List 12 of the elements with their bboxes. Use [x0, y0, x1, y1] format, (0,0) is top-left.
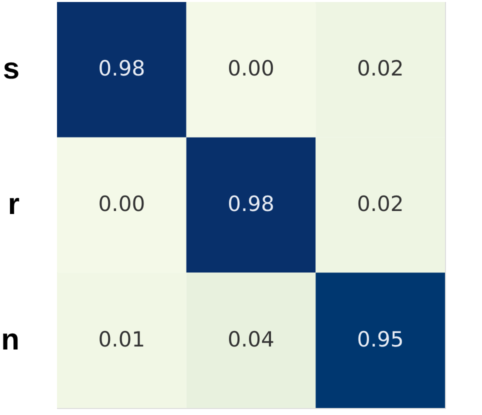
data-label: 0.04	[228, 327, 274, 352]
data-label: 0.01	[98, 327, 146, 352]
data-label: 0.95	[356, 327, 404, 352]
data-label: 0.00	[98, 192, 146, 216]
data-label: 0.00	[228, 56, 274, 81]
data-label: 0.02	[356, 192, 404, 216]
data-label: 0.02	[356, 56, 404, 81]
y-tick-label: r	[8, 188, 20, 221]
data-label: 0.98	[228, 192, 274, 216]
data-label: 0.98	[98, 56, 146, 81]
y-tick-label: n	[1, 323, 20, 356]
y-tick-label: s	[2, 52, 20, 86]
